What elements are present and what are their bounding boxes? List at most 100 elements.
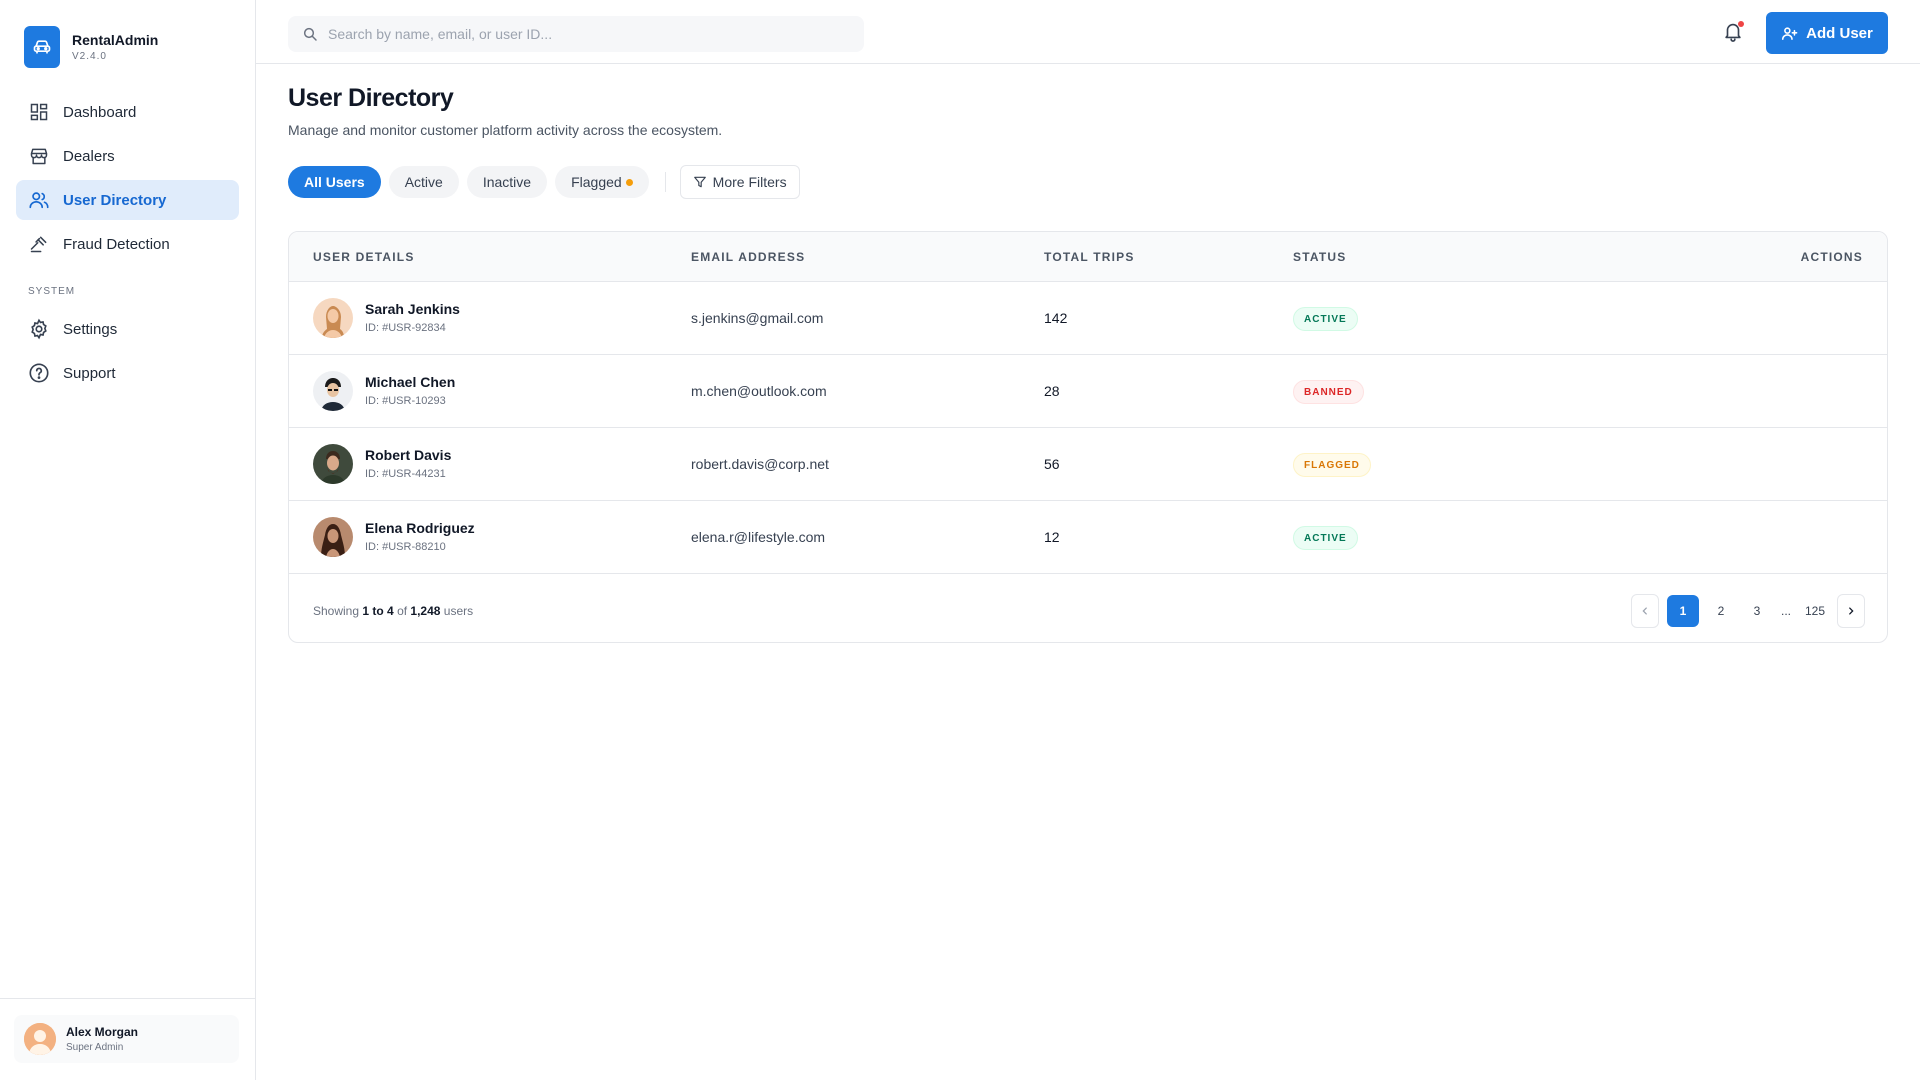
brand-name: RentalAdmin <box>72 32 159 48</box>
showing-unit: users <box>443 604 474 618</box>
add-user-button[interactable]: Add User <box>1766 12 1888 54</box>
gear-icon <box>28 318 50 340</box>
sidebar-item-support[interactable]: Support <box>16 353 239 393</box>
user-id: ID: #USR-92834 <box>365 322 446 334</box>
sidebar-item-settings[interactable]: Settings <box>16 309 239 349</box>
page-button-2[interactable]: 2 <box>1717 604 1725 618</box>
profile-role: Super Admin <box>66 1042 124 1053</box>
column-header-trips[interactable]: TOTAL TRIPS <box>1044 250 1135 264</box>
filter-inactive[interactable]: Inactive <box>466 166 548 198</box>
more-filters-button[interactable]: More Filters <box>679 165 800 199</box>
chevron-right-icon <box>1846 606 1856 616</box>
showing-range: 1 to 4 <box>362 604 394 618</box>
status-badge: ACTIVE <box>1293 526 1358 550</box>
user-trips: 12 <box>1044 529 1060 545</box>
showing-total: 1,248 <box>410 604 441 618</box>
sidebar-item-label: Support <box>63 364 116 382</box>
pagination: 1 2 3 ... 125 <box>1623 594 1865 628</box>
user-id: ID: #USR-44231 <box>365 468 446 480</box>
column-header-email[interactable]: EMAIL ADDRESS <box>691 250 806 264</box>
user-name: Elena Rodriguez <box>365 520 475 536</box>
brand-version: V2.4.0 <box>72 51 107 62</box>
column-header-user-details[interactable]: USER DETAILS <box>313 250 415 264</box>
page-title: User Directory <box>288 84 454 112</box>
page-button-125[interactable]: 125 <box>1804 604 1826 618</box>
filter-active[interactable]: Active <box>388 166 459 198</box>
users-table: USER DETAILS EMAIL ADDRESS TOTAL TRIPS S… <box>288 231 1888 643</box>
user-email: m.chen@outlook.com <box>691 383 827 399</box>
user-trips: 56 <box>1044 456 1060 472</box>
gavel-icon <box>28 233 50 255</box>
table-row[interactable]: Elena Rodriguez ID: #USR-88210 elena.r@l… <box>289 501 1887 574</box>
user-trips: 28 <box>1044 383 1060 399</box>
search-box[interactable] <box>288 16 864 52</box>
sidebar-item-label: Dealers <box>63 147 115 165</box>
table-row[interactable]: Robert Davis ID: #USR-44231 robert.davis… <box>289 428 1887 501</box>
filter-icon <box>693 175 707 189</box>
chevron-left-icon <box>1640 606 1650 616</box>
page-ellipsis: ... <box>1780 604 1791 618</box>
sidebar-item-label: Settings <box>63 320 118 338</box>
table-header: USER DETAILS EMAIL ADDRESS TOTAL TRIPS S… <box>289 232 1887 282</box>
notification-dot <box>1738 21 1744 27</box>
status-badge: ACTIVE <box>1293 307 1358 331</box>
user-name: Sarah Jenkins <box>365 301 460 317</box>
user-plus-icon <box>1781 25 1798 42</box>
avatar <box>313 444 353 484</box>
user-id: ID: #USR-88210 <box>365 541 446 553</box>
table-row[interactable]: Sarah Jenkins ID: #USR-92834 s.jenkins@g… <box>289 282 1887 355</box>
help-circle-icon <box>28 362 50 384</box>
filter-all-users[interactable]: All Users <box>288 166 381 198</box>
dashboard-icon <box>28 101 50 123</box>
status-badge: FLAGGED <box>1293 453 1371 477</box>
car-icon <box>24 26 60 68</box>
user-name: Michael Chen <box>365 374 456 390</box>
page-subtitle: Manage and monitor customer platform act… <box>288 122 723 138</box>
page-button-3[interactable]: 3 <box>1753 604 1761 618</box>
filter-flagged-label: Flagged <box>571 174 622 190</box>
column-header-actions: ACTIONS <box>1800 250 1863 264</box>
sidebar: RentalAdmin V2.4.0 Dashboard Dealers Use… <box>0 0 256 1080</box>
avatar <box>24 1023 56 1055</box>
avatar <box>313 371 353 411</box>
showing-prefix: Showing <box>313 604 360 618</box>
add-user-label: Add User <box>1806 24 1873 42</box>
profile-name: Alex Morgan <box>66 1025 139 1039</box>
bell-icon <box>1722 20 1746 42</box>
sidebar-nav: Dashboard Dealers User Directory Fraud D… <box>16 92 239 397</box>
flagged-indicator-dot <box>625 178 633 186</box>
brand[interactable]: RentalAdmin V2.4.0 <box>24 26 158 68</box>
table-row[interactable]: Michael Chen ID: #USR-10293 m.chen@outlo… <box>289 355 1887 428</box>
top-bar: Add User <box>256 0 1920 64</box>
user-trips: 142 <box>1044 310 1068 326</box>
table-footer: Showing 1 to 4 of 1,248 users 1 2 3 ... … <box>289 576 1887 642</box>
users-icon <box>28 189 50 211</box>
section-label-system: SYSTEM <box>28 286 76 297</box>
sidebar-item-dealers[interactable]: Dealers <box>16 136 239 176</box>
pagination-summary: Showing 1 to 4 of 1,248 users <box>313 604 473 618</box>
avatar <box>313 517 353 557</box>
filter-divider <box>664 172 666 192</box>
user-email: s.jenkins@gmail.com <box>691 310 824 326</box>
profile-card[interactable]: Alex Morgan Super Admin <box>14 1015 239 1063</box>
sidebar-item-dashboard[interactable]: Dashboard <box>16 92 239 132</box>
user-id: ID: #USR-10293 <box>365 395 446 407</box>
user-email: robert.davis@corp.net <box>691 456 829 472</box>
store-icon <box>28 145 50 167</box>
avatar <box>313 298 353 338</box>
sidebar-item-label: Fraud Detection <box>63 235 170 253</box>
showing-of: of <box>397 604 408 618</box>
sidebar-item-label: Dashboard <box>63 103 137 121</box>
sidebar-item-user-directory[interactable]: User Directory <box>16 180 239 220</box>
main-content: User Directory Manage and monitor custom… <box>288 84 1888 643</box>
filter-flagged[interactable]: Flagged <box>555 166 649 198</box>
sidebar-item-fraud-detection[interactable]: Fraud Detection <box>16 224 239 264</box>
search-input[interactable] <box>328 26 848 42</box>
page-button-1[interactable]: 1 <box>1667 595 1699 627</box>
filter-bar: All Users Active Inactive Flagged More F… <box>288 165 800 199</box>
previous-page-button[interactable] <box>1631 594 1659 628</box>
column-header-status[interactable]: STATUS <box>1293 250 1347 264</box>
user-name: Robert Davis <box>365 447 452 463</box>
notifications-button[interactable] <box>1722 20 1746 44</box>
next-page-button[interactable] <box>1837 594 1865 628</box>
